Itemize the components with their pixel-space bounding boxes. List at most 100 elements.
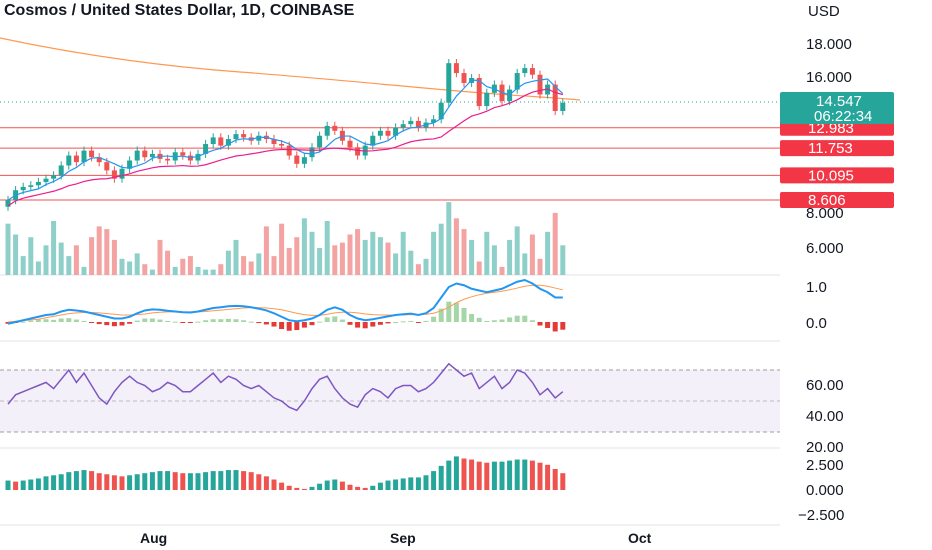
volume-bar bbox=[408, 250, 414, 275]
macd-hist-bar bbox=[347, 322, 353, 325]
candle-body bbox=[134, 150, 140, 161]
osc-bar bbox=[484, 462, 490, 490]
candle-body bbox=[43, 178, 49, 182]
osc-bar bbox=[66, 472, 72, 490]
volume-bar bbox=[529, 234, 535, 275]
rsi-line bbox=[7, 362, 564, 412]
osc-bar bbox=[347, 484, 353, 490]
osc-bar bbox=[43, 476, 49, 490]
candle-body bbox=[529, 68, 535, 75]
osc-bar bbox=[127, 475, 133, 490]
macd-hist-bar bbox=[400, 321, 406, 323]
candle-body bbox=[256, 135, 262, 141]
macd-hist-bar bbox=[423, 320, 429, 322]
volume-bar bbox=[324, 221, 330, 275]
macd-hist-bar bbox=[560, 322, 566, 330]
osc-bar bbox=[529, 460, 535, 490]
signal-line bbox=[7, 284, 563, 323]
macd-hist-bar bbox=[431, 316, 437, 322]
volume-bar bbox=[301, 218, 307, 275]
osc-bar bbox=[286, 485, 292, 490]
osc-bar bbox=[514, 459, 520, 490]
macd-hist-bar bbox=[324, 317, 330, 322]
macd-hist-bar bbox=[66, 318, 72, 322]
macd-hist-bar bbox=[157, 319, 163, 322]
candle-body bbox=[431, 119, 437, 123]
candle-body bbox=[104, 162, 110, 171]
macd-hist-bar bbox=[51, 319, 57, 322]
macd-hist-bar bbox=[370, 322, 376, 327]
volume-bar bbox=[58, 242, 64, 275]
osc-bar bbox=[20, 480, 26, 490]
candle-body bbox=[66, 155, 72, 166]
macd-hist-bar bbox=[35, 319, 41, 322]
candle-body bbox=[400, 124, 406, 128]
volume-bar bbox=[294, 237, 300, 275]
volume-bar bbox=[203, 269, 209, 275]
macd-hist-bar bbox=[507, 317, 513, 322]
rsi-tick: 60.00 bbox=[806, 377, 844, 394]
osc-bar bbox=[423, 475, 429, 490]
osc-bar bbox=[301, 488, 307, 490]
candle-body bbox=[355, 147, 361, 156]
macd-tick: 1.0 bbox=[806, 279, 827, 296]
macd-line bbox=[7, 278, 563, 325]
candle-body bbox=[233, 134, 239, 140]
candle-body bbox=[385, 130, 391, 136]
osc-bar bbox=[522, 459, 528, 490]
volume-bar bbox=[172, 266, 178, 275]
macd-hist-bar bbox=[104, 322, 110, 326]
volume-bar bbox=[377, 237, 383, 275]
macd-hist-bar bbox=[309, 322, 315, 326]
candle-body bbox=[180, 152, 186, 156]
x-label: Aug bbox=[140, 530, 167, 546]
osc-bar bbox=[218, 471, 224, 490]
macd-hist-bar bbox=[149, 318, 155, 322]
candle-body bbox=[294, 155, 300, 164]
volume-tick: 8.000 bbox=[806, 205, 844, 222]
volume-bar bbox=[210, 269, 216, 275]
osc-bar bbox=[142, 473, 148, 490]
osc-bar bbox=[408, 477, 414, 490]
macd-tick: 0.0 bbox=[806, 315, 827, 332]
candle-body bbox=[377, 130, 383, 136]
osc-bar bbox=[415, 477, 421, 490]
osc-bar bbox=[332, 479, 338, 490]
osc-bar bbox=[491, 461, 497, 490]
price-tick: 16.000 bbox=[806, 69, 852, 86]
osc-bar bbox=[157, 471, 163, 490]
volume-bar bbox=[142, 264, 148, 275]
volume-bar bbox=[271, 256, 277, 275]
volume-bar bbox=[317, 248, 323, 275]
volume-bar bbox=[127, 261, 133, 275]
osc-bar bbox=[58, 474, 64, 490]
osc-bar bbox=[172, 472, 178, 490]
ma-long-line bbox=[0, 37, 581, 101]
candle-body bbox=[210, 137, 216, 144]
macd-hist-bar bbox=[180, 322, 186, 323]
osc-bar bbox=[5, 480, 11, 490]
macd-hist-bar bbox=[248, 321, 254, 323]
osc-bar bbox=[149, 472, 155, 490]
volume-bar bbox=[73, 245, 79, 275]
volume-bar bbox=[256, 253, 262, 275]
osc-bar bbox=[355, 486, 361, 490]
currency-label: USD bbox=[808, 3, 840, 20]
osc-bar bbox=[279, 482, 285, 490]
candle-body bbox=[127, 160, 133, 169]
macd-hist-bar bbox=[58, 318, 64, 322]
macd-hist-bar bbox=[127, 322, 133, 324]
macd-hist-bar bbox=[165, 320, 171, 322]
macd-hist-bar bbox=[81, 320, 87, 322]
candle-body bbox=[111, 170, 117, 179]
level-label: 10.095 bbox=[808, 167, 854, 184]
volume-bar bbox=[241, 256, 247, 275]
candle-body bbox=[195, 153, 201, 161]
candle-body bbox=[438, 102, 444, 120]
candle-body bbox=[165, 158, 171, 161]
volume-bar bbox=[225, 250, 231, 275]
level-label: 11.753 bbox=[808, 140, 853, 157]
osc-bar bbox=[377, 482, 383, 490]
candle-body bbox=[332, 125, 338, 131]
